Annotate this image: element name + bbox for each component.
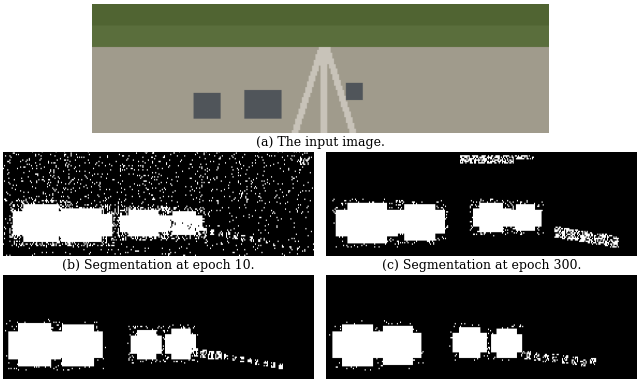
Text: (a) The input image.: (a) The input image. xyxy=(255,136,385,149)
Text: (c) Segmentation at epoch 300.: (c) Segmentation at epoch 300. xyxy=(382,259,581,272)
Text: (b) Segmentation at epoch 10.: (b) Segmentation at epoch 10. xyxy=(62,259,255,272)
